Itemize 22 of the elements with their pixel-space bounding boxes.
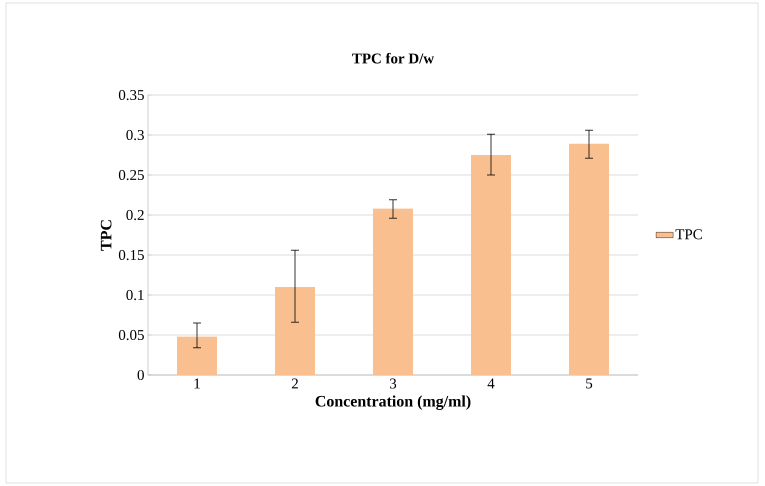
y-axis-title: TPC — [100, 220, 112, 251]
x-tick-label: 1 — [194, 378, 200, 388]
y-tick-label: 0.05 — [118, 330, 144, 340]
y-tick-label: 0.3 — [126, 130, 144, 140]
y-tick-label: 0.35 — [118, 90, 144, 100]
y-tick-label: 0 — [138, 370, 144, 380]
y-tick-label: 0.1 — [126, 290, 144, 300]
y-tick-label: 0.25 — [118, 170, 144, 180]
bar — [471, 154, 512, 375]
legend-label: TPC — [676, 229, 702, 240]
x-tick-label: 4 — [488, 378, 495, 388]
bar — [569, 144, 610, 375]
x-tick-label: 5 — [586, 378, 592, 388]
x-axis-title: Concentration (mg/ml) — [316, 395, 470, 410]
bar — [373, 208, 414, 375]
y-tick-label: 0.2 — [126, 210, 144, 220]
x-tick-label: 3 — [390, 378, 396, 389]
chart-title: TPC for D/w — [352, 52, 434, 64]
y-tick-label: 0.15 — [118, 250, 144, 260]
x-tick-label: 2 — [292, 378, 298, 388]
bar — [177, 336, 217, 375]
bar — [275, 287, 316, 375]
